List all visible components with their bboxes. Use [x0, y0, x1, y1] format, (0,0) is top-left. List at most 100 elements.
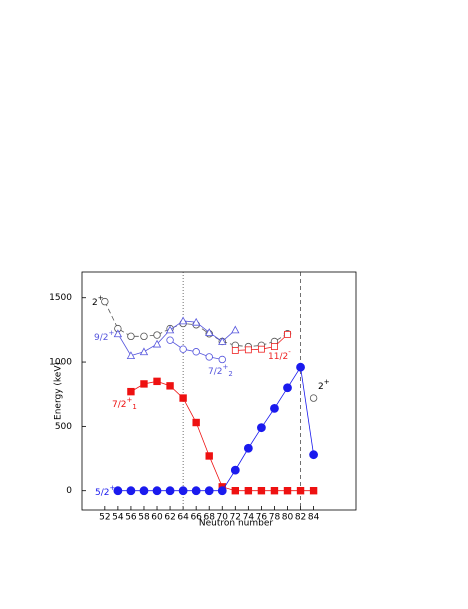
point: [258, 345, 265, 353]
label-sup: +: [109, 484, 115, 492]
point: [127, 332, 135, 341]
point: [270, 403, 279, 413]
point: [309, 394, 318, 402]
point: [296, 362, 305, 372]
x-tick-label: 70: [217, 513, 229, 523]
point: [139, 347, 149, 356]
y-tick-label: 1500: [49, 293, 72, 303]
point: [244, 487, 253, 495]
point: [166, 382, 174, 390]
point: [231, 347, 239, 354]
label-sub: 2: [228, 370, 232, 378]
series-label: 2+: [92, 294, 104, 308]
point: [165, 486, 175, 496]
label-sup: +: [324, 378, 330, 386]
x-tick-label: 52: [99, 513, 110, 523]
x-tick-label: 58: [138, 513, 150, 523]
point: [179, 394, 187, 402]
point: [140, 332, 148, 341]
point: [296, 487, 305, 495]
x-tick-label: 72: [230, 513, 241, 523]
point: [283, 487, 292, 495]
point: [284, 330, 291, 338]
point: [152, 486, 162, 496]
x-tick-label: 84: [308, 513, 320, 523]
label-text: 7/2: [208, 367, 222, 377]
x-tick-label: 60: [151, 513, 163, 523]
point: [101, 297, 109, 306]
label-sub: 1: [132, 403, 136, 411]
point: [271, 343, 278, 351]
point: [126, 486, 136, 496]
point: [204, 486, 214, 496]
point: [270, 487, 279, 495]
x-tick-label: 54: [112, 513, 124, 523]
point: [191, 317, 201, 326]
x-tick-label: 66: [190, 513, 202, 523]
label-text: 7/2: [112, 400, 126, 410]
point: [230, 465, 240, 475]
label-text: 5/2: [95, 488, 109, 498]
series-line: [130, 380, 314, 492]
point: [192, 418, 200, 427]
y-tick-label: 500: [55, 422, 72, 432]
point: [166, 336, 174, 344]
series-label: 7/2+1: [112, 396, 137, 411]
x-axis-label: Neutron number: [199, 519, 274, 529]
series-line: [117, 320, 236, 357]
label-sup: +: [108, 329, 114, 337]
x-tick-label: 64: [177, 513, 189, 523]
point: [113, 329, 123, 338]
x-tick-label: 62: [164, 513, 175, 523]
point: [205, 328, 214, 336]
y-tick-label: 0: [66, 486, 72, 496]
point: [217, 486, 227, 496]
point: [309, 450, 318, 460]
x-tick-label: 76: [256, 513, 268, 523]
point: [153, 331, 161, 339]
point: [153, 377, 161, 386]
label-text: 9/2: [94, 333, 108, 343]
series-label: 7/2+2: [208, 363, 233, 378]
point: [231, 325, 240, 334]
x-tick-label: 82: [295, 513, 306, 523]
point: [218, 355, 226, 364]
point: [244, 346, 252, 354]
x-tick-label: 80: [282, 513, 294, 523]
y-tick-label: 1000: [49, 358, 72, 368]
point: [179, 345, 187, 353]
series-label: 5/2+: [95, 484, 115, 498]
point: [257, 487, 266, 495]
series-label: 9/2+: [94, 329, 114, 343]
point: [243, 443, 253, 453]
point: [257, 423, 266, 433]
label-text: 2: [92, 298, 98, 308]
point: [218, 337, 227, 345]
point: [205, 452, 213, 460]
label-text: 2: [318, 382, 324, 392]
series-line: [117, 366, 314, 492]
point: [192, 348, 200, 356]
label-sup: +: [126, 396, 132, 404]
point: [127, 387, 135, 396]
point: [152, 339, 162, 348]
x-tick-label: 74: [243, 513, 255, 523]
point: [231, 487, 240, 495]
point: [139, 486, 149, 496]
series-label: 11/2-: [268, 348, 291, 362]
x-tick-label: 78: [269, 513, 281, 523]
point: [283, 383, 292, 393]
label-sup: +: [98, 294, 104, 302]
label-text: 11/2: [268, 352, 288, 362]
point: [178, 486, 188, 496]
x-tick-label: 56: [125, 513, 137, 523]
point: [126, 351, 136, 360]
x-tick-label: 68: [203, 513, 215, 523]
label-sup: -: [288, 348, 291, 356]
point: [140, 380, 148, 388]
label-sup: +: [222, 363, 228, 371]
point: [165, 325, 175, 334]
plot-frame: [81, 271, 357, 511]
y-axis-label: Energy (keV): [54, 362, 64, 420]
